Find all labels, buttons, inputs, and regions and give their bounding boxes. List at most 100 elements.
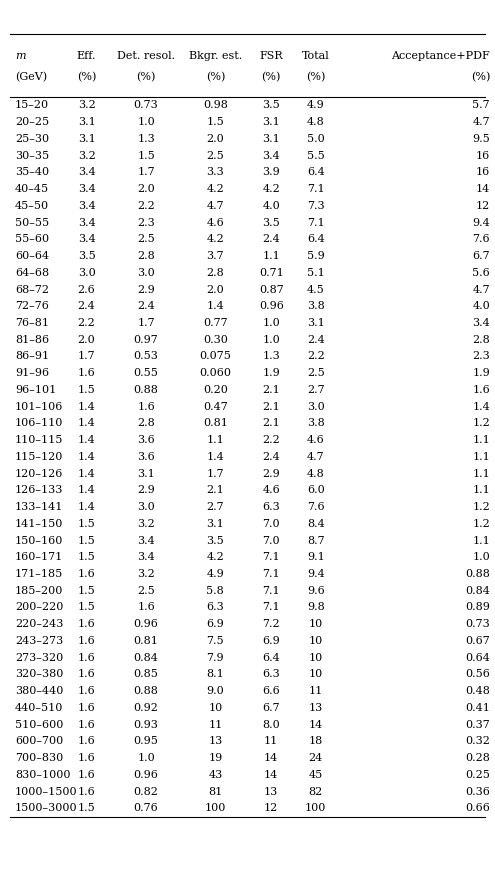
- Text: 0.060: 0.060: [199, 368, 231, 378]
- Text: 1.4: 1.4: [78, 502, 96, 512]
- Text: 1.5: 1.5: [78, 385, 96, 395]
- Text: 3.3: 3.3: [206, 168, 224, 177]
- Text: 0.55: 0.55: [134, 368, 158, 378]
- Text: 76–81: 76–81: [15, 318, 49, 328]
- Text: 7.3: 7.3: [307, 201, 325, 211]
- Text: 1.9: 1.9: [472, 368, 490, 378]
- Text: 14: 14: [476, 185, 490, 194]
- Text: 12: 12: [476, 201, 490, 211]
- Text: 7.0: 7.0: [262, 536, 280, 546]
- Text: 5.5: 5.5: [307, 151, 325, 161]
- Text: 0.47: 0.47: [203, 402, 228, 411]
- Text: 4.2: 4.2: [262, 185, 280, 194]
- Text: 1.6: 1.6: [78, 669, 96, 679]
- Text: 1.7: 1.7: [137, 168, 155, 177]
- Text: 13: 13: [208, 736, 222, 746]
- Text: 3.4: 3.4: [262, 151, 280, 161]
- Text: 6.9: 6.9: [206, 619, 224, 630]
- Text: 14: 14: [309, 720, 323, 729]
- Text: 1.2: 1.2: [472, 519, 490, 529]
- Text: 1.4: 1.4: [472, 402, 490, 411]
- Text: 2.1: 2.1: [262, 402, 280, 411]
- Text: 3.1: 3.1: [78, 134, 96, 144]
- Text: 18: 18: [309, 736, 323, 746]
- Text: 1.5: 1.5: [78, 804, 96, 813]
- Text: 0.81: 0.81: [203, 419, 228, 428]
- Text: 115–120: 115–120: [15, 452, 63, 462]
- Text: 6.0: 6.0: [307, 486, 325, 495]
- Text: 0.85: 0.85: [134, 669, 158, 679]
- Text: 100: 100: [204, 804, 226, 813]
- Text: 9.0: 9.0: [206, 686, 224, 696]
- Text: 10: 10: [208, 703, 222, 713]
- Text: 3.0: 3.0: [137, 268, 155, 278]
- Text: 7.9: 7.9: [206, 653, 224, 662]
- Text: 3.0: 3.0: [78, 268, 96, 278]
- Text: 3.1: 3.1: [262, 134, 280, 144]
- Text: 830–1000: 830–1000: [15, 770, 70, 780]
- Text: 4.9: 4.9: [206, 569, 224, 579]
- Text: 30–35: 30–35: [15, 151, 49, 161]
- Text: 4.5: 4.5: [307, 284, 325, 295]
- Text: 1.6: 1.6: [78, 569, 96, 579]
- Text: 2.4: 2.4: [262, 452, 280, 462]
- Text: 2.9: 2.9: [262, 469, 280, 479]
- Text: 3.4: 3.4: [78, 168, 96, 177]
- Text: 10: 10: [309, 619, 323, 630]
- Text: 3.5: 3.5: [262, 101, 280, 110]
- Text: 220–243: 220–243: [15, 619, 63, 630]
- Text: 0.20: 0.20: [203, 385, 228, 395]
- Text: 0.64: 0.64: [465, 653, 490, 662]
- Text: 2.5: 2.5: [137, 234, 155, 245]
- Text: 7.6: 7.6: [307, 502, 325, 512]
- Text: 4.2: 4.2: [206, 185, 224, 194]
- Text: 0.41: 0.41: [465, 703, 490, 713]
- Text: 2.3: 2.3: [137, 217, 155, 228]
- Text: 3.1: 3.1: [78, 117, 96, 127]
- Text: 6.9: 6.9: [262, 636, 280, 646]
- Text: 1.5: 1.5: [78, 552, 96, 562]
- Text: 1.7: 1.7: [206, 469, 224, 479]
- Text: 1.1: 1.1: [472, 435, 490, 445]
- Text: 64–68: 64–68: [15, 268, 49, 278]
- Text: 380–440: 380–440: [15, 686, 63, 696]
- Text: 86–91: 86–91: [15, 351, 49, 361]
- Text: 25–30: 25–30: [15, 134, 49, 144]
- Text: 1.4: 1.4: [78, 419, 96, 428]
- Text: 40–45: 40–45: [15, 185, 49, 194]
- Text: 126–133: 126–133: [15, 486, 63, 495]
- Text: 6.7: 6.7: [472, 251, 490, 261]
- Text: 55–60: 55–60: [15, 234, 49, 245]
- Text: 2.8: 2.8: [472, 335, 490, 344]
- Text: 13: 13: [264, 787, 278, 796]
- Text: 7.1: 7.1: [307, 185, 325, 194]
- Text: 1.6: 1.6: [472, 385, 490, 395]
- Text: 3.4: 3.4: [472, 318, 490, 328]
- Text: (%): (%): [306, 72, 326, 83]
- Text: 7.1: 7.1: [262, 552, 280, 562]
- Text: 3.1: 3.1: [307, 318, 325, 328]
- Text: 8.4: 8.4: [307, 519, 325, 529]
- Text: 4.2: 4.2: [206, 552, 224, 562]
- Text: 16: 16: [476, 168, 490, 177]
- Text: 3.0: 3.0: [307, 402, 325, 411]
- Text: 7.1: 7.1: [262, 602, 280, 613]
- Text: 243–273: 243–273: [15, 636, 63, 646]
- Text: 510–600: 510–600: [15, 720, 63, 729]
- Text: 1.5: 1.5: [206, 117, 224, 127]
- Text: 3.2: 3.2: [78, 151, 96, 161]
- Text: 3.6: 3.6: [137, 435, 155, 445]
- Text: 1.7: 1.7: [137, 318, 155, 328]
- Text: 1.5: 1.5: [78, 536, 96, 546]
- Text: 4.2: 4.2: [206, 234, 224, 245]
- Text: 0.56: 0.56: [465, 669, 490, 679]
- Text: 1.6: 1.6: [137, 402, 155, 411]
- Text: 141–150: 141–150: [15, 519, 63, 529]
- Text: 6.4: 6.4: [307, 234, 325, 245]
- Text: 0.36: 0.36: [465, 787, 490, 796]
- Text: 2.7: 2.7: [206, 502, 224, 512]
- Text: 50–55: 50–55: [15, 217, 49, 228]
- Text: 4.6: 4.6: [206, 217, 224, 228]
- Text: 4.7: 4.7: [206, 201, 224, 211]
- Text: FSR: FSR: [259, 51, 283, 61]
